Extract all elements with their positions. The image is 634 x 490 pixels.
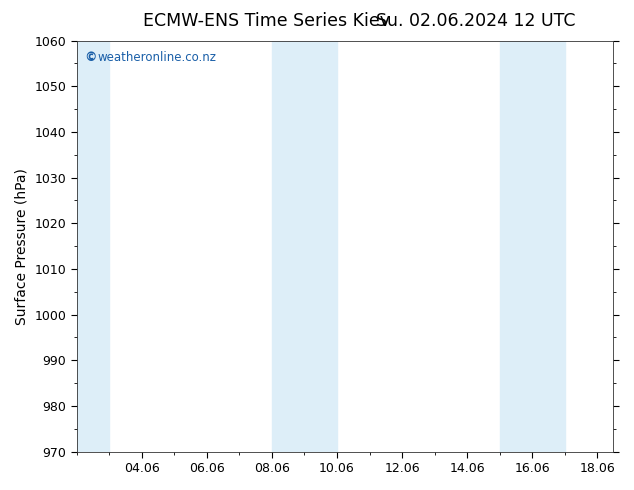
Bar	[304, 41, 337, 452]
Text: weatheronline.co.nz: weatheronline.co.nz	[97, 51, 216, 64]
Bar	[272, 41, 304, 452]
Bar	[532, 41, 565, 452]
Text: ©: ©	[84, 51, 96, 64]
Text: ECMW-ENS Time Series Kiev: ECMW-ENS Time Series Kiev	[143, 12, 390, 30]
Bar	[500, 41, 532, 452]
Y-axis label: Surface Pressure (hPa): Surface Pressure (hPa)	[15, 168, 29, 324]
Text: Su. 02.06.2024 12 UTC: Su. 02.06.2024 12 UTC	[376, 12, 575, 30]
Bar	[77, 41, 110, 452]
